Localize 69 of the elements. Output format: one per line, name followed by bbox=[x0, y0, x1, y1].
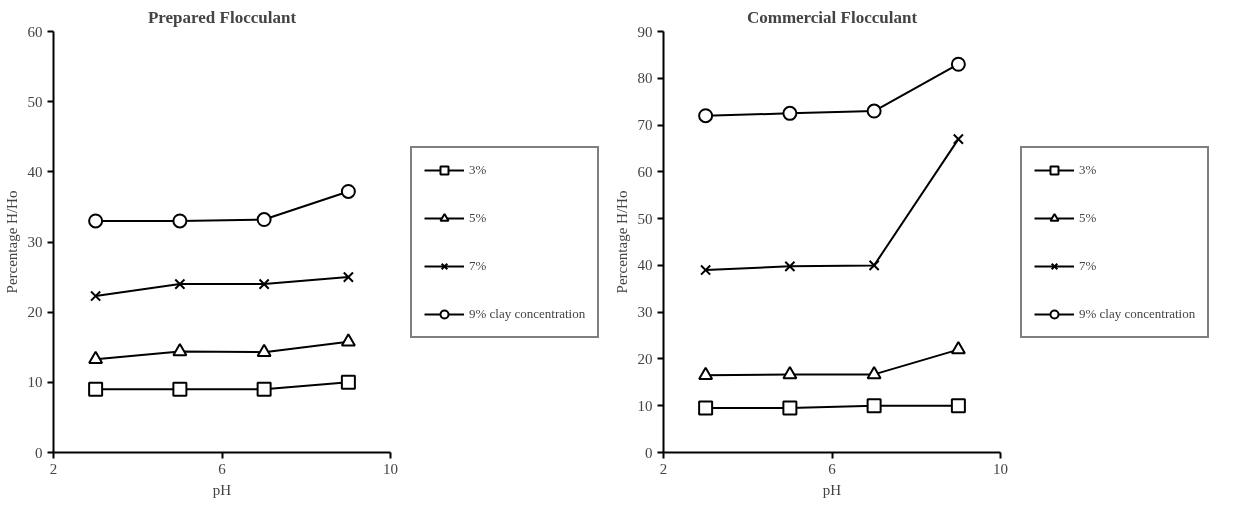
point bbox=[340, 374, 356, 390]
x-tick-label: 2 bbox=[49, 460, 58, 477]
point bbox=[256, 381, 272, 397]
point bbox=[88, 381, 104, 397]
point bbox=[174, 278, 186, 290]
y-axis-title: Percentage H/Ho bbox=[3, 190, 20, 294]
point bbox=[866, 398, 882, 414]
y-tick-label: 0 bbox=[645, 444, 653, 461]
point bbox=[868, 259, 880, 271]
legend-label: 3% bbox=[469, 161, 488, 178]
point bbox=[698, 108, 714, 124]
legend-label: 7% bbox=[469, 257, 488, 274]
point bbox=[866, 103, 882, 119]
point bbox=[952, 133, 964, 145]
point bbox=[340, 183, 356, 199]
point bbox=[88, 350, 104, 364]
point bbox=[90, 290, 102, 302]
y-tick-label: 30 bbox=[27, 234, 43, 250]
legend-label: 9% clay concentration bbox=[1079, 305, 1196, 322]
point bbox=[950, 341, 966, 355]
point bbox=[256, 212, 272, 228]
y-axis-title: Percentage H/Ho bbox=[613, 190, 630, 294]
point bbox=[784, 260, 796, 272]
y-tick-label: 30 bbox=[637, 304, 653, 321]
y-tick-label: 0 bbox=[35, 444, 43, 461]
point bbox=[950, 56, 966, 72]
y-tick-label: 50 bbox=[637, 210, 653, 227]
point bbox=[698, 366, 714, 381]
y-tick-label: 60 bbox=[637, 163, 653, 180]
y-tick-label: 40 bbox=[27, 163, 43, 180]
y-tick-label: 40 bbox=[637, 257, 653, 274]
y-tick-label: 10 bbox=[637, 397, 653, 414]
point bbox=[256, 343, 272, 357]
point bbox=[866, 365, 882, 380]
legend-label: 3% bbox=[1079, 161, 1098, 178]
point bbox=[698, 400, 714, 416]
point bbox=[88, 213, 104, 229]
point bbox=[340, 333, 356, 347]
y-tick-label: 60 bbox=[27, 23, 43, 40]
x-tick-label: 6 bbox=[218, 460, 227, 477]
x-axis-title: pH bbox=[822, 481, 842, 498]
point bbox=[950, 398, 966, 414]
x-tick-label: 2 bbox=[659, 460, 668, 477]
point bbox=[782, 365, 798, 380]
point bbox=[782, 105, 798, 121]
x-tick-label: 10 bbox=[383, 460, 398, 477]
y-tick-label: 20 bbox=[27, 304, 43, 321]
legend-label: 9% clay concentration bbox=[469, 305, 586, 322]
y-tick-label: 90 bbox=[637, 23, 653, 40]
point bbox=[172, 342, 188, 357]
point bbox=[342, 271, 354, 283]
y-tick-label: 10 bbox=[27, 374, 43, 391]
chart-title: Commercial Flocculant bbox=[746, 7, 918, 27]
x-tick-label: 6 bbox=[828, 460, 837, 477]
point bbox=[172, 213, 188, 229]
point bbox=[172, 381, 188, 397]
y-tick-label: 50 bbox=[27, 93, 43, 110]
y-tick-label: 80 bbox=[637, 70, 653, 87]
x-axis-title: pH bbox=[212, 481, 232, 498]
y-tick-label: 20 bbox=[637, 350, 653, 367]
point bbox=[700, 264, 712, 276]
chart-title: Prepared Flocculant bbox=[147, 7, 297, 27]
point bbox=[258, 278, 270, 290]
legend-label: 7% bbox=[1079, 257, 1098, 274]
x-tick-label: 10 bbox=[993, 460, 1008, 477]
legend-label: 5% bbox=[1079, 209, 1098, 226]
legend-label: 5% bbox=[469, 209, 488, 226]
point bbox=[782, 400, 798, 416]
y-tick-label: 70 bbox=[637, 117, 653, 134]
